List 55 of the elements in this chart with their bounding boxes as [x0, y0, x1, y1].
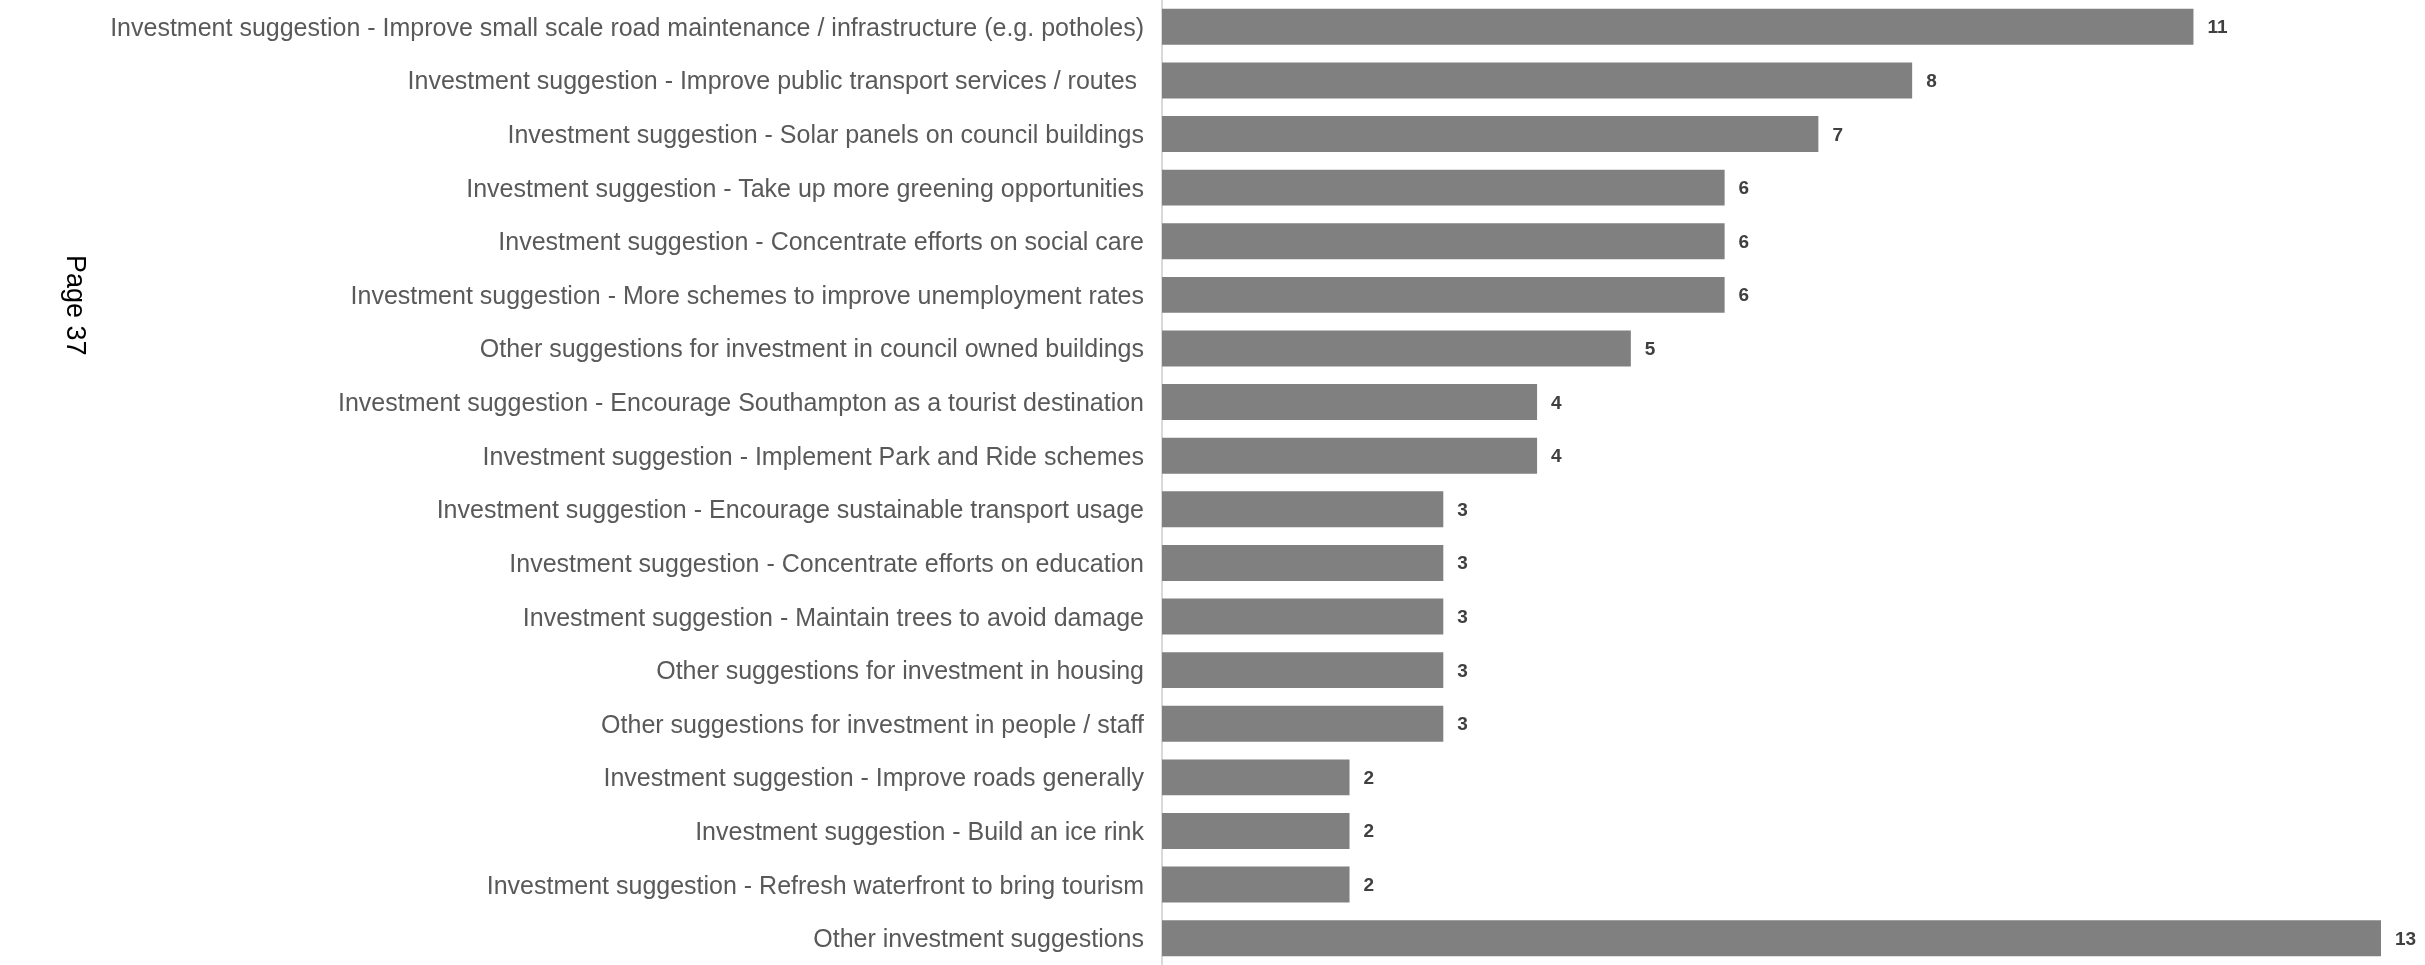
bar — [1162, 491, 1444, 528]
y-tick-label: Investment suggestion - Concentrate efforts on social care — [498, 227, 1144, 256]
bar — [1162, 384, 1538, 421]
y-tick-label: Investment suggestion - Implement Park and Ride schemes — [482, 441, 1144, 470]
data-label: 3 — [1457, 713, 1468, 735]
data-label: 4 — [1551, 445, 1563, 467]
y-tick-label: Investment suggestion - More schemes to improve unemployment rates — [350, 280, 1144, 309]
data-label: 6 — [1738, 177, 1750, 199]
y-tick-label: Investment suggestion - Take up more greening opportunities — [466, 173, 1144, 202]
y-tick-label: Investment suggestion - Build an ice rink — [695, 816, 1145, 845]
data-label: 4 — [1551, 391, 1563, 413]
data-label: 2 — [1363, 820, 1375, 842]
data-label: 2 — [1363, 874, 1375, 896]
bar — [1162, 437, 1538, 474]
y-tick-label: Other suggestions for investment in council owned buildings — [479, 334, 1144, 363]
y-tick-label: Investment suggestion - Solar panels on council buildings — [507, 120, 1144, 149]
bar — [1162, 544, 1444, 581]
y-tick-label: Investment suggestion - Improve roads generally — [603, 763, 1145, 792]
data-label: 5 — [1644, 337, 1656, 359]
bar — [1162, 866, 1350, 903]
y-tick-label: Investment suggestion - Refresh waterfront to bring tourism — [486, 870, 1144, 899]
y-tick-label: Other suggestions for investment in housing — [656, 656, 1144, 685]
y-tick-label: Investment suggestion - Encourage Southampton as a tourist destination — [337, 388, 1144, 417]
bar — [1162, 705, 1444, 742]
bar — [1162, 598, 1444, 635]
y-tick-label: Other suggestions for investment in people / staff — [601, 709, 1145, 738]
data-label: 7 — [1832, 123, 1843, 145]
data-label: 2 — [1363, 766, 1375, 788]
data-label: 6 — [1738, 284, 1750, 306]
data-label: 3 — [1457, 498, 1468, 520]
data-label: 3 — [1457, 659, 1468, 681]
bar — [1162, 276, 1725, 313]
data-label: 6 — [1738, 230, 1750, 252]
y-tick-label: Investment suggestion - Improve public transport services / routes — [407, 66, 1144, 95]
y-tick-label: Other investment suggestions — [813, 924, 1144, 953]
bar — [1162, 330, 1631, 367]
bar — [1162, 920, 2381, 957]
bar — [1162, 813, 1350, 849]
bar — [1162, 8, 2194, 45]
bar — [1162, 169, 1725, 206]
data-label: 3 — [1457, 606, 1468, 628]
bar — [1162, 62, 1913, 99]
data-label: 8 — [1926, 69, 1937, 91]
data-label: 13 — [2395, 927, 2417, 949]
y-tick-label: Investment suggestion - Concentrate efforts on education — [509, 548, 1144, 577]
bar — [1162, 759, 1350, 796]
bar — [1162, 652, 1444, 689]
bar — [1162, 116, 1819, 152]
text: Page 37 — [60, 255, 91, 356]
bar — [1162, 223, 1725, 260]
y-tick-label: Investment suggestion - Improve small scale road maintenance / infrastructure (e.g. potholes) — [110, 12, 1144, 41]
y-tick-label: Investment suggestion - Encourage sustainable transport usage — [436, 495, 1144, 524]
data-label: 11 — [2207, 16, 2228, 38]
data-label: 3 — [1457, 552, 1468, 574]
y-tick-label: Investment suggestion - Maintain trees to avoid damage — [522, 602, 1144, 631]
